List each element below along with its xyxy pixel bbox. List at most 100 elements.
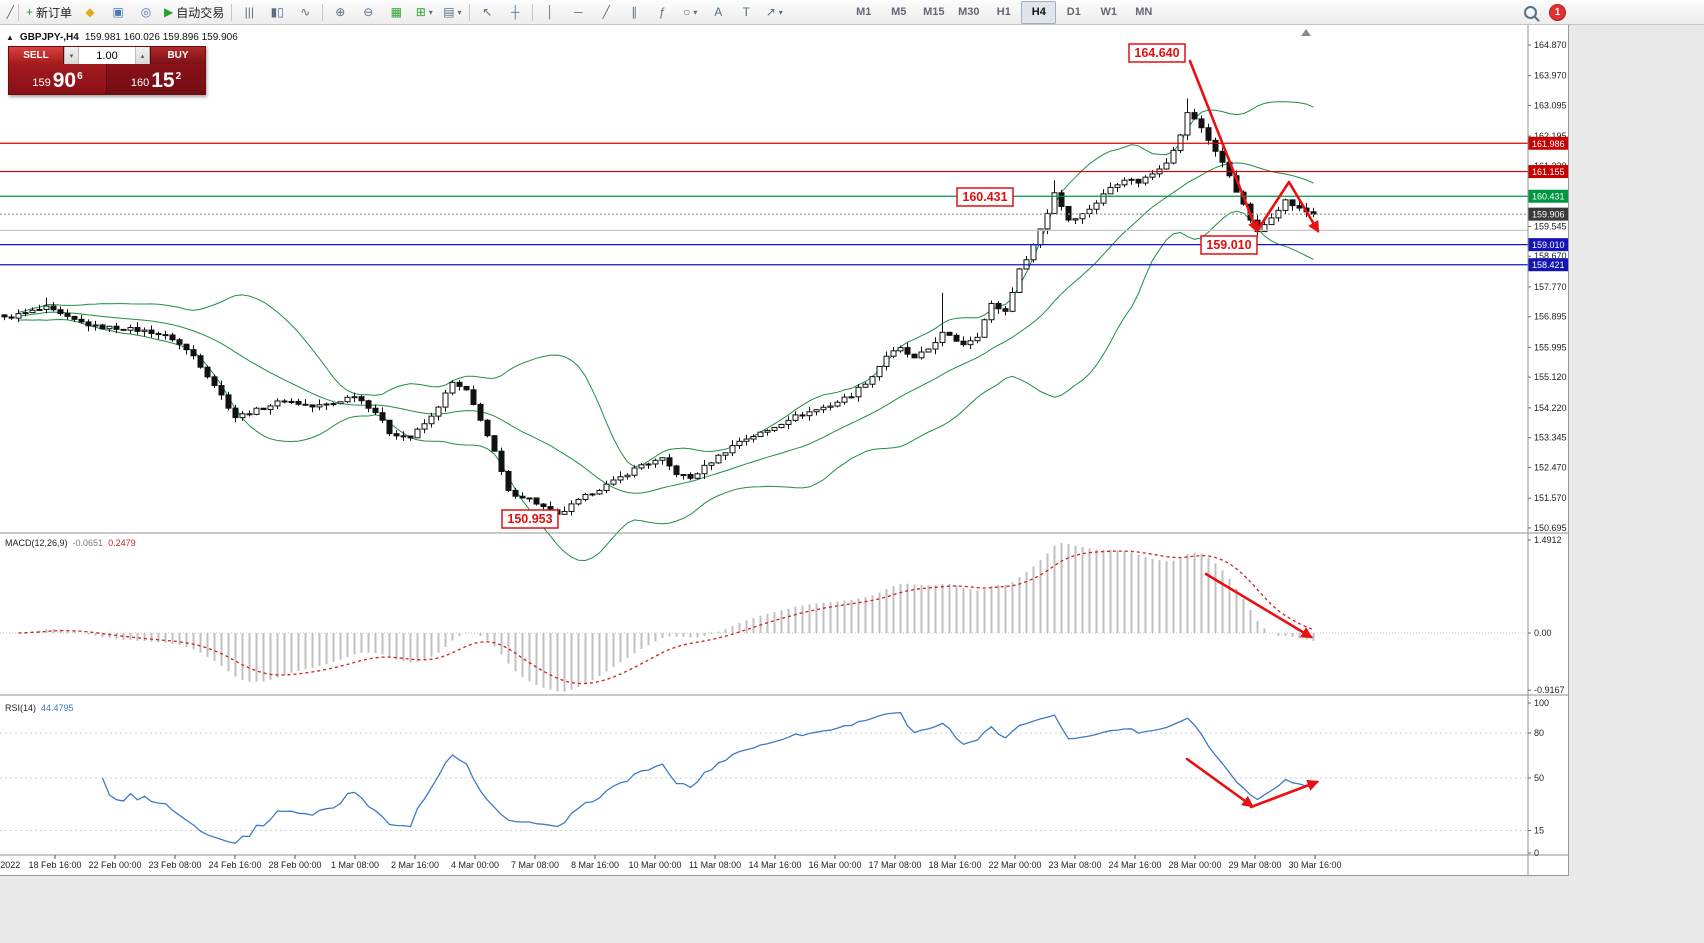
svg-text:160.431: 160.431 [962, 190, 1007, 204]
svg-text:23 Mar 08:00: 23 Mar 08:00 [1048, 860, 1101, 870]
macd-main-value: -0.0651 [72, 538, 104, 548]
zoom-in-button[interactable]: ⊕ [326, 1, 354, 24]
buy-button[interactable]: BUY [151, 47, 205, 64]
svg-text:10 Mar 00:00: 10 Mar 00:00 [628, 860, 681, 870]
svg-text:151.570: 151.570 [1534, 493, 1567, 503]
svg-text:160.431: 160.431 [1532, 192, 1565, 202]
buy-price-button[interactable]: 160 15 2 [107, 64, 205, 94]
timeframe-m1-button[interactable]: M1 [856, 6, 872, 18]
zoom-out-icon: ⊖ [363, 5, 374, 19]
sell-price-big: 90 [52, 69, 77, 92]
text-button[interactable]: A [704, 1, 732, 24]
fibonacci-icon: ƒ [658, 5, 666, 19]
caret-down-icon: ▾ [693, 7, 698, 17]
line-chart-type-icon: ∿ [300, 5, 311, 19]
autotrading-button-label: 自动交易 [176, 5, 225, 20]
sell-button[interactable]: SELL [9, 47, 63, 64]
objects-list-button[interactable]: ▤ ▾ [438, 1, 466, 24]
candle-chart-type-icon: ▮▯ [270, 5, 284, 19]
timeframe-m30-button[interactable]: M30 [958, 6, 980, 18]
virtual-hosting-icon[interactable]: ▣ [104, 1, 132, 24]
svg-text:-0.9167: -0.9167 [1534, 685, 1565, 695]
timeframe-m15-button[interactable]: M15 [923, 6, 945, 18]
sell-price-button[interactable]: 159 90 6 [9, 64, 107, 94]
rsi-pane-header: RSI(14) 44.4795 [5, 703, 74, 713]
volume-value[interactable]: 1.00 [96, 49, 118, 62]
arrows-button[interactable]: ↗ ▾ [760, 1, 788, 24]
svg-text:24 Feb 16:00: 24 Feb 16:00 [208, 860, 261, 870]
one-click-trade-panel: SELL ▾ 1.00 ▴ BUY 159 90 6 160 15 2 [8, 46, 206, 95]
svg-text:159.906: 159.906 [1532, 210, 1565, 220]
timeframe-m5-button[interactable]: M5 [891, 6, 907, 18]
bar-chart-type-button[interactable]: ||| [235, 1, 263, 24]
timeframe-h1-button[interactable]: H1 [996, 6, 1011, 18]
trendline-button[interactable]: ╱ [592, 1, 620, 24]
autotrading-button[interactable]: ▶ 自动交易 [160, 1, 228, 24]
svg-text:158.670: 158.670 [1534, 251, 1567, 261]
svg-text:50: 50 [1534, 773, 1544, 783]
sell-price-pip: 6 [77, 71, 83, 82]
svg-text:18 Mar 16:00: 18 Mar 16:00 [928, 860, 981, 870]
svg-text:0.00: 0.00 [1534, 628, 1552, 638]
mql5-community-icon[interactable]: ◆ [76, 1, 104, 24]
cursor-button[interactable]: ↖ [473, 1, 501, 24]
search-icon[interactable] [1524, 6, 1537, 19]
fibonacci-button[interactable]: ƒ [648, 1, 676, 24]
volume-increase-button[interactable]: ▴ [135, 47, 150, 64]
indicators-icon: ⊞ [415, 5, 426, 19]
chart-tool-partial-button[interactable]: ╱ [2, 1, 15, 24]
svg-text:15: 15 [1534, 826, 1544, 836]
tile-windows-button[interactable]: ▦ [382, 1, 410, 24]
toolbar-separator [322, 3, 324, 21]
equidistant-channel-button[interactable]: ∥ [620, 1, 648, 24]
candle-chart-type-button[interactable]: ▮▯ [263, 1, 291, 24]
volume-decrease-button[interactable]: ▾ [64, 47, 79, 64]
arrows-icon: ↗ [765, 5, 776, 19]
zoom-out-button[interactable]: ⊖ [354, 1, 382, 24]
caret-down-icon: ▾ [457, 7, 462, 17]
shapes-button[interactable]: ○ ▾ [676, 1, 704, 24]
buy-price-big: 15 [151, 69, 175, 92]
crosshair-button[interactable]: ┼ [501, 1, 529, 24]
cursor-icon: ↖ [482, 5, 493, 19]
line-chart-type-button[interactable]: ∿ [291, 1, 319, 24]
timeframe-w1-button[interactable]: W1 [1100, 6, 1118, 18]
svg-text:18 Feb 16:00: 18 Feb 16:00 [28, 860, 81, 870]
vertical-line-button[interactable]: │ [536, 1, 564, 24]
svg-text:159.545: 159.545 [1534, 221, 1567, 231]
new-order-button[interactable]: + 新订单 [22, 1, 76, 24]
objects-list-icon: ▤ [443, 5, 455, 19]
svg-text:155.120: 155.120 [1534, 372, 1567, 382]
news-icon[interactable]: ◎ [132, 1, 160, 24]
svg-text:152.470: 152.470 [1534, 462, 1567, 472]
svg-text:80: 80 [1534, 728, 1544, 738]
horizontal-line-button[interactable]: ─ [564, 1, 592, 24]
svg-text:161.155: 161.155 [1532, 167, 1565, 177]
svg-text:7 Mar 08:00: 7 Mar 08:00 [511, 860, 559, 870]
notification-badge[interactable]: 1 [1549, 4, 1566, 21]
timeframe-h4-button[interactable]: H4 [1021, 0, 1057, 24]
trade-panel-prices-row: 159 90 6 160 15 2 [9, 64, 205, 94]
svg-text:164.870: 164.870 [1534, 40, 1567, 50]
svg-text:4 Mar 00:00: 4 Mar 00:00 [451, 860, 499, 870]
svg-text:1 Mar 08:00: 1 Mar 08:00 [331, 860, 379, 870]
label-button[interactable]: T [732, 1, 760, 24]
macd-indicator-name: MACD(12,26,9) [5, 538, 68, 548]
macd-pane-header: MACD(12,26,9) -0.0651 0.2479 [5, 538, 136, 548]
trendline-icon: ╱ [602, 5, 610, 19]
svg-text:24 Mar 16:00: 24 Mar 16:00 [1108, 860, 1161, 870]
svg-text:14 Mar 16:00: 14 Mar 16:00 [748, 860, 801, 870]
new-order-button-label: 新订单 [36, 5, 73, 20]
label-icon: T [742, 5, 750, 19]
symbol-ohlc-info: ▲ GBPJPY-,H4 159.981 160.026 159.896 159… [6, 32, 238, 43]
vertical-line-icon: │ [546, 5, 555, 19]
symbol-ohlc-values: 159.981 160.026 159.896 159.906 [84, 32, 238, 43]
timeframe-d1-button[interactable]: D1 [1066, 6, 1081, 18]
indicators-button[interactable]: ⊞ ▾ [410, 1, 438, 24]
chart-canvas[interactable]: 164.870163.970163.095162.195161.320160.4… [0, 25, 1568, 875]
toolbar-separator [532, 3, 534, 21]
timeframe-mn-button[interactable]: MN [1135, 6, 1153, 18]
crosshair-icon: ┼ [511, 5, 520, 19]
svg-text:150.953: 150.953 [507, 512, 552, 526]
svg-text:163.095: 163.095 [1534, 100, 1567, 110]
